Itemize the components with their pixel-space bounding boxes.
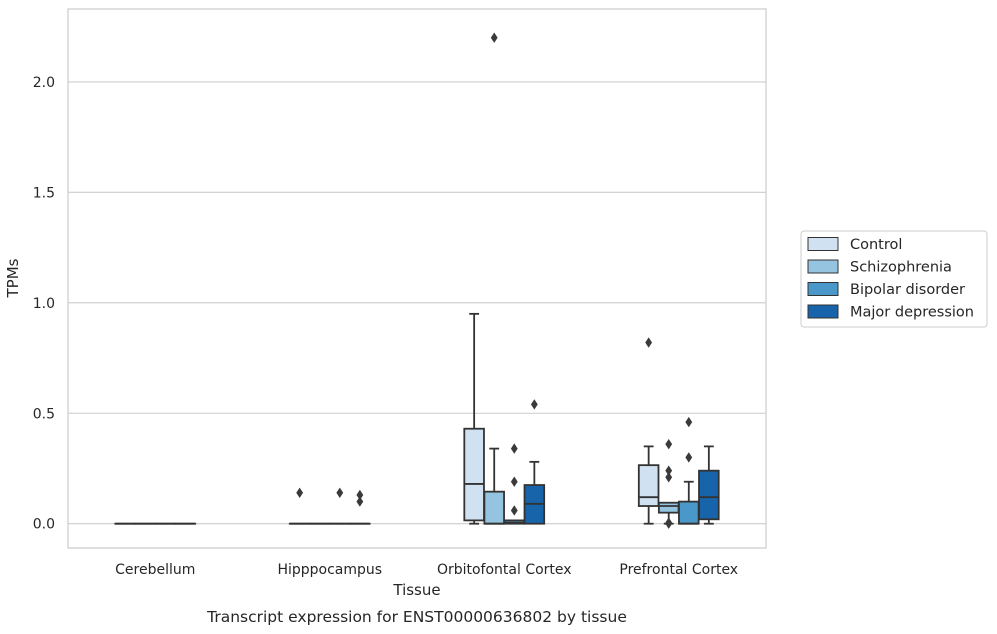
y-tick-label: 0.0 xyxy=(33,517,55,533)
y-axis: 0.0 0.5 1.0 1.5 2.0 xyxy=(33,75,55,533)
box-group xyxy=(657,438,680,529)
outlier-point xyxy=(665,472,673,483)
outlier-point xyxy=(665,465,673,476)
box-group xyxy=(698,445,720,525)
boxes xyxy=(114,32,720,529)
x-axis-label: Tissue xyxy=(392,581,440,599)
outlier-point xyxy=(510,476,518,487)
legend-swatch xyxy=(807,259,839,274)
box xyxy=(698,469,720,521)
legend-label: Major depression xyxy=(850,305,974,321)
legend-swatch xyxy=(807,237,839,251)
box xyxy=(463,427,485,522)
outlier-point xyxy=(356,489,364,501)
y-tick-label: 1.5 xyxy=(33,185,55,201)
outlier-point xyxy=(665,438,673,450)
box xyxy=(637,464,660,507)
box xyxy=(657,501,680,514)
outlier-point xyxy=(510,443,518,454)
y-axis-label: TPMs xyxy=(4,258,22,298)
x-axis: Cerebellum Hipppocampus Orbitofontal Corte… xyxy=(115,562,738,578)
y-tick-label: 2.0 xyxy=(33,75,55,91)
box-group xyxy=(523,399,546,525)
outlier-point xyxy=(685,416,693,428)
outlier-point xyxy=(665,518,673,529)
x-tick-label: Cerebellum xyxy=(115,562,195,578)
outlier-point xyxy=(685,452,693,463)
legend-label: Bipolar disorder xyxy=(850,282,965,298)
box-group xyxy=(463,312,485,525)
legend-swatch xyxy=(807,282,839,296)
outlier-point xyxy=(490,32,498,43)
x-tick-label: Prefrontal Cortex xyxy=(619,562,738,578)
outlier-point xyxy=(510,505,518,516)
x-tick-label: Hipppocampus xyxy=(277,562,382,578)
box xyxy=(678,500,700,525)
legend-label: Control xyxy=(850,237,902,253)
y-tick-label: 0.5 xyxy=(33,406,55,422)
box-group xyxy=(349,489,371,525)
legend-label: Schizophrenia xyxy=(850,260,952,276)
x-tick-label: Orbitofontal Cortex xyxy=(437,562,572,578)
plot-area xyxy=(67,8,767,549)
legend-swatch xyxy=(807,304,839,319)
outlier-point xyxy=(296,487,304,498)
outlier-point xyxy=(336,487,344,498)
outlier-point xyxy=(530,399,538,410)
legend: Control Schizophrenia Bipolar disorder Majo… xyxy=(800,230,988,328)
legend-frame xyxy=(800,230,988,328)
y-tick-label: 1.0 xyxy=(33,296,55,312)
box-group xyxy=(637,337,660,525)
box xyxy=(483,490,505,525)
outlier-point xyxy=(356,496,364,507)
box-group xyxy=(483,32,505,525)
chart-caption: Transcript expression for ENST0000063680… xyxy=(206,608,627,626)
outlier-point xyxy=(645,337,653,348)
